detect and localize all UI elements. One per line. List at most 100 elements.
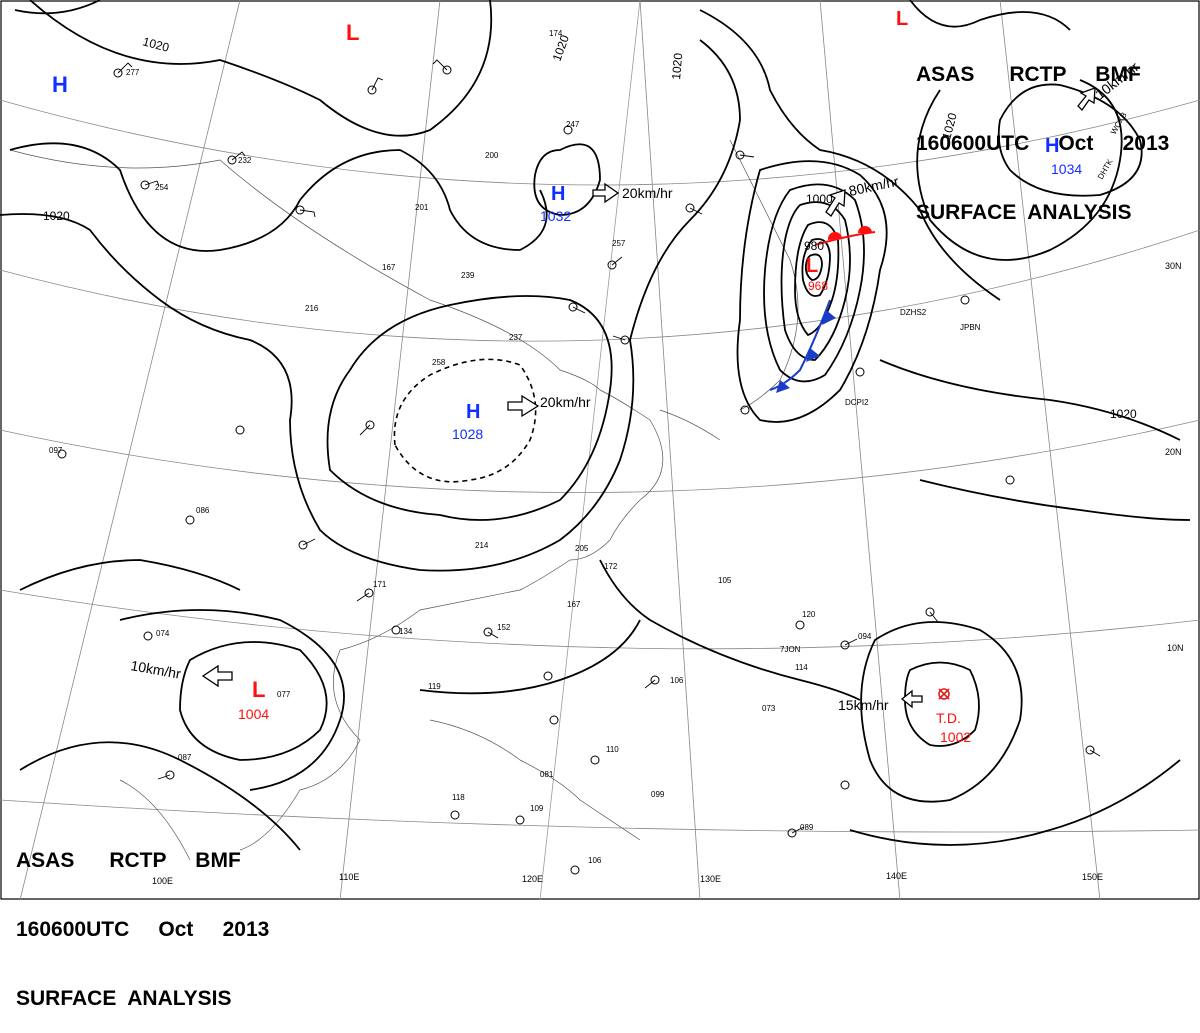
high-center-1028: H: [466, 401, 480, 423]
map-frame: [0, 0, 1200, 900]
lon-label: 110E: [339, 872, 359, 882]
station-id: DCPI2: [845, 398, 869, 407]
low-center-north: L: [346, 20, 359, 45]
station-value: 200: [485, 151, 499, 160]
station-value: 172: [604, 562, 618, 571]
station-value: 257: [612, 239, 626, 248]
isobar-labels: 1020 1020 1020 1020 1020 1020 1000 980: [43, 33, 1137, 421]
low-value-1004: 1004: [238, 706, 269, 722]
station-value: 097: [49, 446, 63, 455]
station-id: DZHS2: [900, 308, 927, 317]
isobar-label: 1020: [1110, 407, 1137, 421]
low-center-968: L: [806, 255, 818, 277]
header-line-1: ASAS RCTP BMF: [16, 849, 241, 872]
coastlines: [9, 139, 799, 861]
header-line-2: 160600UTC Oct 2013: [916, 132, 1170, 155]
station-value: 134: [399, 627, 413, 636]
station-value: 110: [606, 745, 619, 754]
station-value: 277: [126, 68, 140, 77]
station-value: 087: [178, 753, 192, 762]
dashed-isobar: [393, 358, 537, 483]
lon-label: 120E: [522, 874, 543, 884]
station-value: 232: [238, 156, 252, 165]
motion-label: 20km/hr: [622, 185, 673, 201]
isobar-label: 1000: [806, 192, 833, 206]
station-value: 073: [762, 704, 776, 713]
header-line-3: SURFACE ANALYSIS: [16, 987, 232, 1010]
td-value: 1002: [940, 729, 971, 745]
lat-label: 30N: [1165, 261, 1182, 271]
station-value: 239: [461, 271, 475, 280]
station-value: 089: [800, 823, 814, 832]
station-value: 094: [858, 632, 872, 641]
high-center-1032: H: [551, 183, 565, 205]
arrow-h1028: [507, 394, 540, 418]
pressure-values: 1032 1028 1034 968 1004 T.D. 1002: [238, 161, 1082, 745]
station-markers: [57, 65, 1095, 875]
lon-label: 100E: [152, 876, 173, 886]
arrow-l968: [825, 189, 846, 217]
station-value: 086: [196, 506, 210, 515]
station-value: 174: [549, 29, 563, 38]
low-center-1004: L: [252, 677, 265, 702]
station-value: 167: [382, 263, 396, 272]
arrow-l1004: [201, 664, 233, 688]
station-value: 119: [428, 682, 441, 691]
arrow-td: [900, 689, 923, 709]
isobar-label: 1020: [43, 209, 70, 223]
station-value: 074: [156, 629, 170, 638]
header-line-2: 160600UTC Oct 2013: [16, 918, 270, 941]
high-center-1034: H: [1045, 135, 1059, 157]
td-label: T.D.: [936, 710, 961, 726]
station-value: 109: [530, 804, 544, 813]
motion-arrows: [201, 87, 1096, 709]
station-value: 258: [432, 358, 446, 367]
station-value: 099: [651, 790, 665, 799]
td-symbol: [938, 688, 950, 700]
graticule: [0, 0, 1200, 900]
high-value-1032: 1032: [540, 208, 571, 224]
isobar-label: 980: [804, 239, 824, 253]
motion-label: 15km/hr: [838, 697, 889, 713]
lon-label: 130E: [700, 874, 721, 884]
high-value-1028: 1028: [452, 426, 483, 442]
low-value-968: 968: [808, 279, 828, 293]
station-value: 152: [497, 623, 511, 632]
station-value: 216: [305, 304, 319, 313]
header-line-1: ASAS RCTP BMF: [916, 63, 1141, 86]
isobar-label: 1020: [939, 111, 960, 141]
motion-label: 20km/hr: [540, 394, 591, 410]
arrow-h1034: [1077, 87, 1096, 112]
lat-label: 20N: [1165, 447, 1182, 457]
wind-barbs: [117, 59, 1101, 834]
station-value: 106: [670, 676, 684, 685]
header-top-right: ASAS RCTP BMF 160600UTC Oct 2013 SURFACE…: [916, 17, 1169, 247]
station-value: 081: [540, 770, 554, 779]
station-value: 167: [567, 600, 581, 609]
surface-analysis-map: 174 247 200 239 258 237 214 205 172 167 …: [0, 0, 1200, 900]
high-center-west: H: [52, 72, 68, 97]
station-plots: 174 247 200 239 258 237 214 205 172 167 …: [49, 29, 872, 865]
station-value: 106: [588, 856, 602, 865]
lat-label: 10N: [1167, 643, 1184, 653]
station-value: 171: [373, 580, 387, 589]
station-id: JPBN: [960, 323, 981, 332]
station-value: 077: [277, 690, 291, 699]
station-value: 105: [718, 576, 732, 585]
lon-label: 140E: [886, 871, 907, 881]
header-line-3: SURFACE ANALYSIS: [916, 201, 1132, 224]
high-value-1034: 1034: [1051, 161, 1082, 177]
low-center-northeast: L: [896, 8, 908, 30]
isobar-label: 1020: [669, 52, 685, 80]
station-value: 114: [795, 663, 808, 672]
lon-label: 150E: [1082, 872, 1103, 882]
isobars: [0, 0, 1191, 851]
cold-front: [769, 299, 836, 393]
station-value: 214: [475, 541, 489, 550]
arrow-h1032: [592, 182, 620, 204]
station-value: 201: [415, 203, 429, 212]
station-value: 120: [802, 610, 816, 619]
isobar-label: 1020: [141, 34, 171, 55]
station-value: 205: [575, 544, 589, 553]
station-id: 7JON: [780, 645, 801, 654]
